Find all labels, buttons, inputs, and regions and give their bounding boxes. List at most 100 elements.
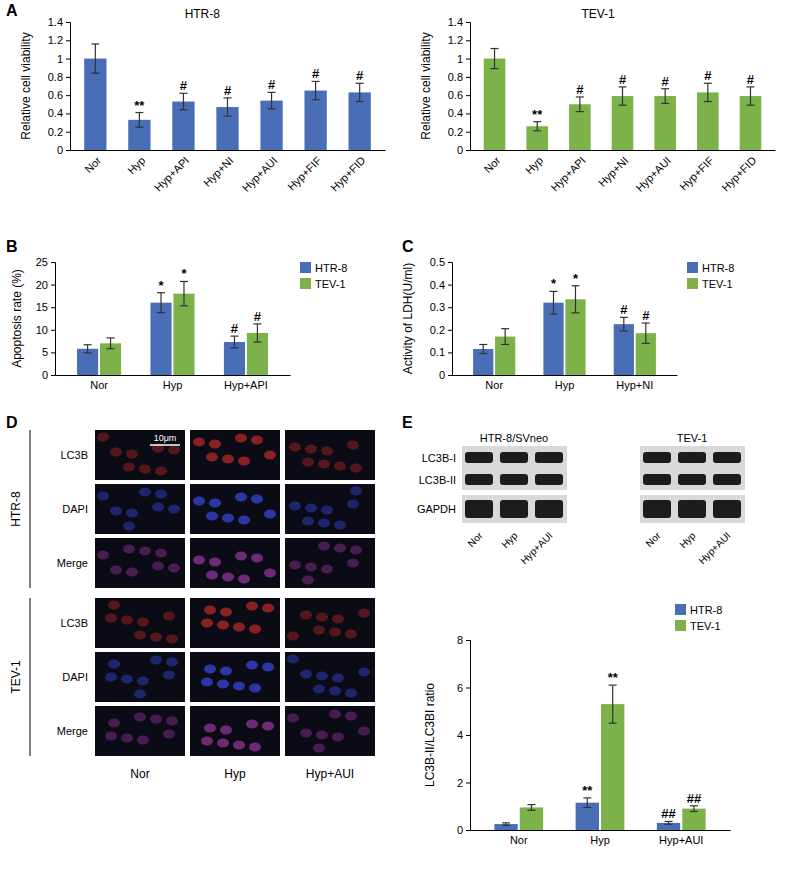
x-tick: Hyp+NI xyxy=(596,150,631,189)
error-bar xyxy=(312,81,320,99)
cell xyxy=(155,467,167,476)
y-tick-label: 0 xyxy=(457,144,463,156)
significance-label: # xyxy=(180,78,188,93)
error-bar-cap xyxy=(609,723,617,724)
x-tick-label: Hyp+FID xyxy=(328,154,367,193)
y-tick: 1.2 xyxy=(48,34,70,46)
cell xyxy=(105,614,117,623)
error-bar xyxy=(704,83,712,101)
blot-row-label: LC3B-II xyxy=(419,474,456,486)
y-tick-mark xyxy=(66,150,70,151)
significance-label: * xyxy=(158,278,164,293)
cell xyxy=(105,732,117,741)
error-bar-stem xyxy=(87,345,88,353)
y-axis: 00.20.40.60.811.21.4 xyxy=(448,16,471,156)
x-axis-line xyxy=(471,150,776,151)
y-tick-label: 1.4 xyxy=(448,16,463,28)
error-bar-cap xyxy=(268,108,276,109)
error-bar xyxy=(253,324,261,342)
y-tick-label: 0 xyxy=(57,144,63,156)
error-bar-cap xyxy=(107,337,115,338)
cell xyxy=(305,563,317,572)
cell xyxy=(105,673,117,682)
cell xyxy=(316,613,328,622)
x-tick-label: Nor xyxy=(510,834,528,846)
y-axis-line xyxy=(66,23,71,151)
y-tick-mark xyxy=(466,783,470,784)
cell xyxy=(163,671,175,680)
legend: HTR-8TEV-1 xyxy=(675,604,722,632)
cell xyxy=(287,632,299,641)
blot-row-label: GAPDH xyxy=(417,503,456,515)
cell xyxy=(300,729,312,738)
blot-lane-label: Hyp xyxy=(499,530,520,551)
y-tick: 0.2 xyxy=(48,126,70,138)
cell xyxy=(321,447,333,456)
micrograph xyxy=(95,538,185,588)
cell xyxy=(209,499,221,508)
x-tick-label: Hyp xyxy=(590,834,610,846)
x-tick: Nor xyxy=(90,375,108,391)
cell xyxy=(123,463,135,472)
y-tick-mark xyxy=(66,59,70,60)
x-tick-label: Hyp+NI xyxy=(596,154,631,189)
cell xyxy=(251,436,263,445)
error-bar-cap xyxy=(479,344,487,345)
cell xyxy=(347,559,359,568)
y-tick-label: 1.2 xyxy=(448,34,463,46)
cell xyxy=(155,549,167,558)
x-tick: Hyp+AUI xyxy=(659,830,703,846)
error-bar-cap xyxy=(642,343,650,344)
y-tick: 0.6 xyxy=(48,89,70,101)
error-bar-stem xyxy=(505,329,506,345)
plot-area xyxy=(484,49,762,150)
legend-label: HTR-8 xyxy=(315,262,347,274)
cell xyxy=(305,445,317,454)
x-tick-label: Hyp+AUI xyxy=(240,154,280,194)
figure: ABCDE**#####00.20.40.60.811.21.4NorHypHy… xyxy=(0,0,789,878)
row-label: Merge xyxy=(57,557,88,569)
micrograph xyxy=(285,430,375,480)
error-bar xyxy=(107,338,115,349)
x-tick-label: Nor xyxy=(481,154,502,175)
x-tick-label: Hyp+API xyxy=(152,154,191,193)
y-tick-label: 0.8 xyxy=(448,71,463,83)
bar xyxy=(173,294,194,375)
blot-row-label: LC3B-I xyxy=(422,452,456,464)
y-tick-mark xyxy=(466,40,470,41)
cell xyxy=(139,547,151,556)
legend: HTR-8TEV-1 xyxy=(687,262,734,290)
group-label: HTR-8 xyxy=(9,491,23,527)
x-tick: Hyp+NI xyxy=(616,375,653,391)
y-tick: 0.4 xyxy=(430,279,452,291)
y-tick-mark xyxy=(466,150,470,151)
y-tick-mark xyxy=(466,59,470,60)
x-tick-label: Hyp xyxy=(555,379,575,391)
y-tick-label: 6 xyxy=(457,682,463,694)
blot-band xyxy=(678,474,706,485)
cell xyxy=(152,503,164,512)
cell xyxy=(350,464,362,473)
cell xyxy=(358,668,370,677)
x-tick: Hyp+FID xyxy=(719,150,758,194)
micrograph xyxy=(190,706,280,756)
significance-label: ## xyxy=(687,791,702,806)
error-bar-cap xyxy=(746,105,754,106)
chart-title: HTR-8 xyxy=(185,7,221,21)
cell xyxy=(251,495,263,504)
error-bar-cap xyxy=(230,347,238,348)
y-tick: 10 xyxy=(36,324,55,336)
blot-membrane xyxy=(462,446,567,490)
significance-label: # xyxy=(254,309,262,324)
y-tick: 0.8 xyxy=(448,71,470,83)
error-bar-cap xyxy=(356,101,364,102)
error-bar xyxy=(583,798,591,808)
blot-lane-label: Nor xyxy=(643,529,663,549)
legend-label: TEV-1 xyxy=(690,620,721,632)
cell xyxy=(110,507,122,516)
cell xyxy=(121,616,133,625)
y-tick: 0 xyxy=(42,369,55,381)
error-bar-stem xyxy=(579,97,580,112)
blot-lane-label: Hyp xyxy=(677,530,698,551)
legend-swatch xyxy=(675,620,686,631)
